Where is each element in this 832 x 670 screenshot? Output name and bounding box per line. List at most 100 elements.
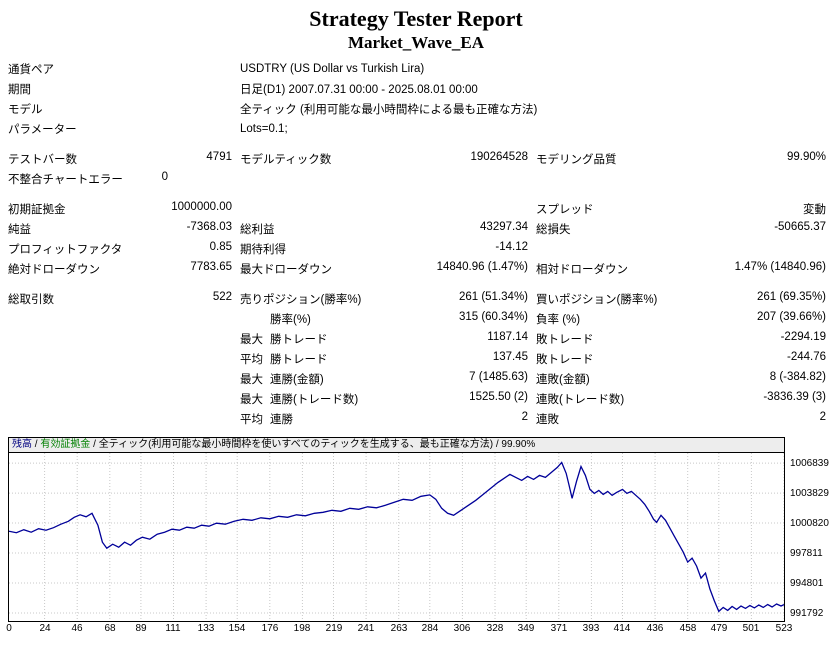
report-label: 総損失 (536, 224, 571, 236)
y-axis-label: 994801 (790, 578, 824, 589)
report-label: 全ティック (利用可能な最小時間枠による最も正確な方法) (240, 104, 538, 116)
y-axis-label: 991792 (790, 608, 824, 619)
report-subrow-prefix: 平均 (240, 354, 263, 366)
spacer-row (0, 189, 832, 199)
report-cell-b: 売りポジション(勝率%) 261 (51.34%) (240, 291, 528, 307)
x-axis-label: 371 (550, 623, 568, 634)
report-value: 1.47% (14840.96) (734, 261, 826, 273)
report-cell-a: パラメーター (8, 121, 232, 137)
equity-curve-plot (9, 453, 784, 621)
x-axis-label: 479 (710, 623, 728, 634)
report-cell-b: 日足(D1) 2007.07.31 00:00 - 2025.08.01 00:… (240, 81, 528, 97)
report-value: 43297.34 (480, 221, 528, 233)
chart-frame: 残高 / 有効証拠金 / 全ティック(利用可能な最小時間枠を使いすべてのティック… (8, 437, 785, 622)
report-cell-b: 平均 連勝 2 (240, 411, 528, 427)
strategy-tester-report: Strategy Tester Report Market_Wave_EA 通貨… (0, 6, 832, 636)
legend-equity-label: 有効証拠金 (40, 439, 91, 450)
report-label: 最大ドローダウン (240, 264, 332, 276)
report-cell-b: 勝率(%) 315 (60.34%) (240, 311, 528, 327)
x-axis-label: 24 (39, 623, 51, 634)
report-row: 純益 -7368.03 総利益 43297.34 総損失 -50665.37 (0, 219, 832, 239)
report-cell-a: 総取引数 522 (8, 291, 232, 307)
report-value: 4791 (206, 151, 232, 163)
report-row: パラメーター Lots=0.1; (0, 119, 832, 139)
report-value: 522 (212, 291, 232, 303)
report-label: 最大 連勝(金額) (240, 371, 324, 387)
report-cell-c: 総損失 -50665.37 (536, 221, 826, 237)
report-label: 買いポジション(勝率%) (536, 294, 658, 306)
report-row: 勝率(%) 315 (60.34%) 負率 (%) 207 (39.66%) (0, 309, 832, 329)
x-axis-label: 154 (228, 623, 246, 634)
report-row: 平均 連勝 2 連敗 2 (0, 409, 832, 429)
report-value: -14.12 (495, 241, 528, 253)
report-cell-a: 期間 (8, 81, 232, 97)
report-cell-c: 敗トレード -244.76 (536, 351, 826, 367)
report-cell-b: 最大ドローダウン 14840.96 (1.47%) (240, 261, 528, 277)
x-axis-label: 436 (646, 623, 664, 634)
report-cell-a: テストバー数 4791 (8, 151, 232, 167)
x-axis-label: 306 (453, 623, 471, 634)
report-value: 14840.96 (1.47%) (436, 261, 528, 273)
report-cell-a: 通貨ペア (8, 61, 232, 77)
report-cell-c: 連敗(金額) 8 (-384.82) (536, 371, 826, 387)
report-label: モデリング品質 (536, 154, 617, 166)
report-cell-b: 最大 連勝(金額) 7 (1485.63) (240, 371, 528, 387)
report-cell-b: モデルティック数 190264528 (240, 151, 528, 167)
report-cell-a: 初期証拠金 1000000.00 (8, 201, 232, 217)
report-cell-b: Lots=0.1; (240, 123, 528, 135)
y-axis-label: 1006839 (790, 458, 829, 469)
report-label: 連敗 (536, 414, 559, 426)
report-cell-b: 総利益 43297.34 (240, 221, 528, 237)
report-subrow-prefix: 最大 (240, 374, 263, 386)
x-axis-label: 198 (293, 623, 311, 634)
legend-quality-value: 99.90% (501, 439, 536, 450)
report-value: 1187.14 (487, 331, 528, 343)
x-axis-label: 133 (197, 623, 215, 634)
report-value: 190264528 (470, 151, 528, 163)
report-cell-b: 全ティック (利用可能な最小時間枠による最も正確な方法) (240, 101, 537, 117)
report-subrow-prefix: 平均 (240, 414, 263, 426)
report-label: 連敗(金額) (536, 374, 590, 386)
report-value: -7368.03 (186, 221, 232, 233)
report-label: 総利益 (240, 224, 275, 236)
x-axis-labels: 0 24 46 68 89 111 133 154 176 198 219 241 263 284 306 3… (6, 623, 832, 636)
report-value: 0 (161, 171, 168, 183)
report-label: 初期証拠金 (8, 204, 66, 216)
report-cell-c: 相対ドローダウン 1.47% (14840.96) (536, 261, 826, 277)
report-label: 敗トレード (536, 334, 594, 346)
ea-name: Market_Wave_EA (348, 33, 484, 52)
report-value: 207 (39.66%) (756, 311, 826, 323)
report-row: 平均 勝トレード 137.45 敗トレード -244.76 (0, 349, 832, 369)
report-value: 7 (1485.63) (469, 371, 528, 383)
report-table: 通貨ペア USDTRY (US Dollar vs Turkish Lira) 期間… (0, 59, 832, 429)
report-row: テストバー数 4791 モデルティック数 190264528 モデリング品質 99.90% (0, 149, 832, 169)
spacer-row (0, 139, 832, 149)
report-row: 期間 日足(D1) 2007.07.31 00:00 - 2025.08.01 0… (0, 79, 832, 99)
x-axis-label: 458 (679, 623, 697, 634)
report-label: パラメーター (8, 124, 77, 136)
report-subrow-prefix: 最大 (240, 394, 263, 406)
report-row: 通貨ペア USDTRY (US Dollar vs Turkish Lira) (0, 59, 832, 79)
report-row: 総取引数 522 売りポジション(勝率%) 261 (51.34%) 買いポジション(勝… (0, 289, 832, 309)
report-label: 連敗(トレード数) (536, 394, 625, 406)
report-label: 相対ドローダウン (536, 264, 628, 276)
report-value: -244.76 (786, 351, 826, 363)
report-cell-c: 買いポジション(勝率%) 261 (69.35%) (536, 291, 826, 307)
y-axis-label: 1003829 (790, 488, 829, 499)
legend-separator: / (493, 439, 502, 450)
legend-separator: / (90, 439, 99, 450)
report-cell-c: 敗トレード -2294.19 (536, 331, 826, 347)
report-cell-b: 最大 連勝(トレード数) 1525.50 (2) (240, 391, 528, 407)
report-row: プロフィットファクタ 0.85 期待利得 -14.12 (0, 239, 832, 259)
page-title: Strategy Tester Report (309, 6, 523, 31)
report-value: 315 (60.34%) (458, 311, 528, 323)
report-cell-a: モデル (8, 101, 232, 117)
report-label: 純益 (8, 224, 31, 236)
report-cell-c: 連敗 2 (536, 411, 826, 427)
balance-chart: 残高 / 有効証拠金 / 全ティック(利用可能な最小時間枠を使いすべてのティック… (6, 437, 832, 636)
report-value: 変動 (803, 204, 826, 216)
report-label: 最大 連勝(トレード数) (240, 391, 358, 407)
report-cell-c: スプレッド 変動 (536, 201, 826, 217)
report-cell-a: 不整合チャートエラー 0 (8, 171, 232, 187)
report-label: スプレッド (536, 204, 594, 216)
